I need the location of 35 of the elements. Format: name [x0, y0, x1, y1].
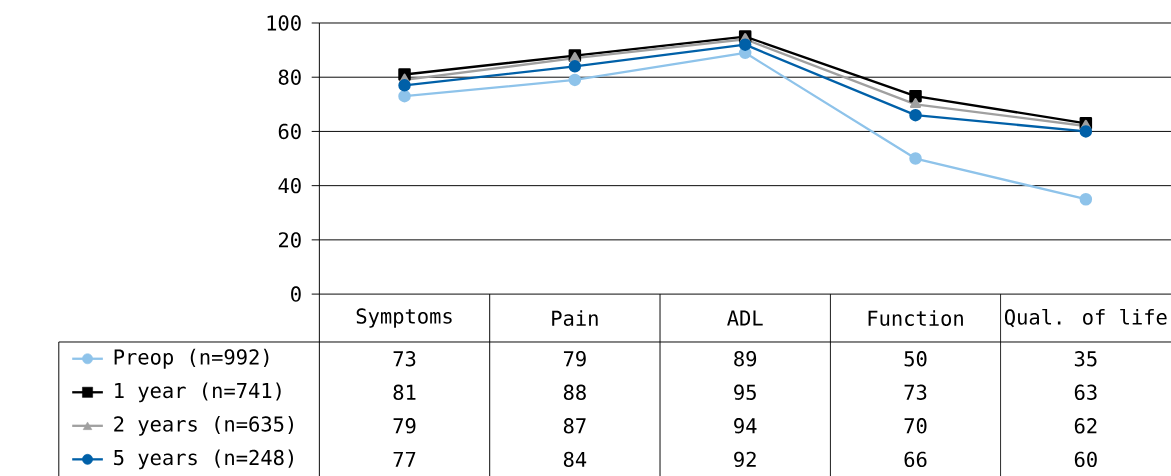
y-tick-label: 100 [267, 15, 301, 31]
y-tick-label: 20 [278, 232, 301, 248]
x-tick-label: Qual. of life [1004, 308, 1167, 328]
y-tick-label: 40 [278, 177, 301, 194]
data-label: 62 [1074, 418, 1097, 434]
x-tick-label: Pain [552, 310, 598, 326]
data-label: 92 [734, 451, 756, 468]
legend-label: 1 year (n=741) [115, 382, 281, 403]
legend-label: 2 years (n=635) [114, 415, 293, 436]
data-label: 79 [393, 418, 416, 434]
data-label: 89 [734, 350, 757, 367]
data-label: 73 [393, 350, 416, 367]
data-label: 70 [904, 418, 927, 434]
data-label: 35 [1074, 350, 1097, 367]
data-label: 84 [563, 451, 587, 468]
data-label: 77 [393, 451, 416, 467]
data-label: 87 [563, 418, 586, 434]
data-label: 88 [563, 384, 586, 400]
legend-label: 5 years (n=248) [114, 449, 293, 470]
data-label: 63 [1074, 384, 1097, 400]
x-tick-label: ADL [727, 310, 763, 326]
data-label: 50 [904, 350, 927, 367]
data-label: 66 [904, 451, 927, 468]
data-label: 73 [904, 384, 927, 400]
data-label: 60 [1074, 451, 1097, 468]
legend-label: Preop (n=992) [114, 348, 269, 369]
data-label: 94 [734, 418, 757, 434]
y-tick-label: 0 [291, 286, 301, 302]
data-label: 95 [734, 384, 756, 400]
x-tick-label: Function [868, 310, 963, 326]
data-label: 81 [393, 384, 416, 400]
data-label: 79 [563, 350, 586, 367]
y-tick-label: 80 [278, 69, 301, 85]
y-tick-label: 60 [278, 123, 301, 140]
x-tick-label: Symptoms [356, 308, 452, 328]
